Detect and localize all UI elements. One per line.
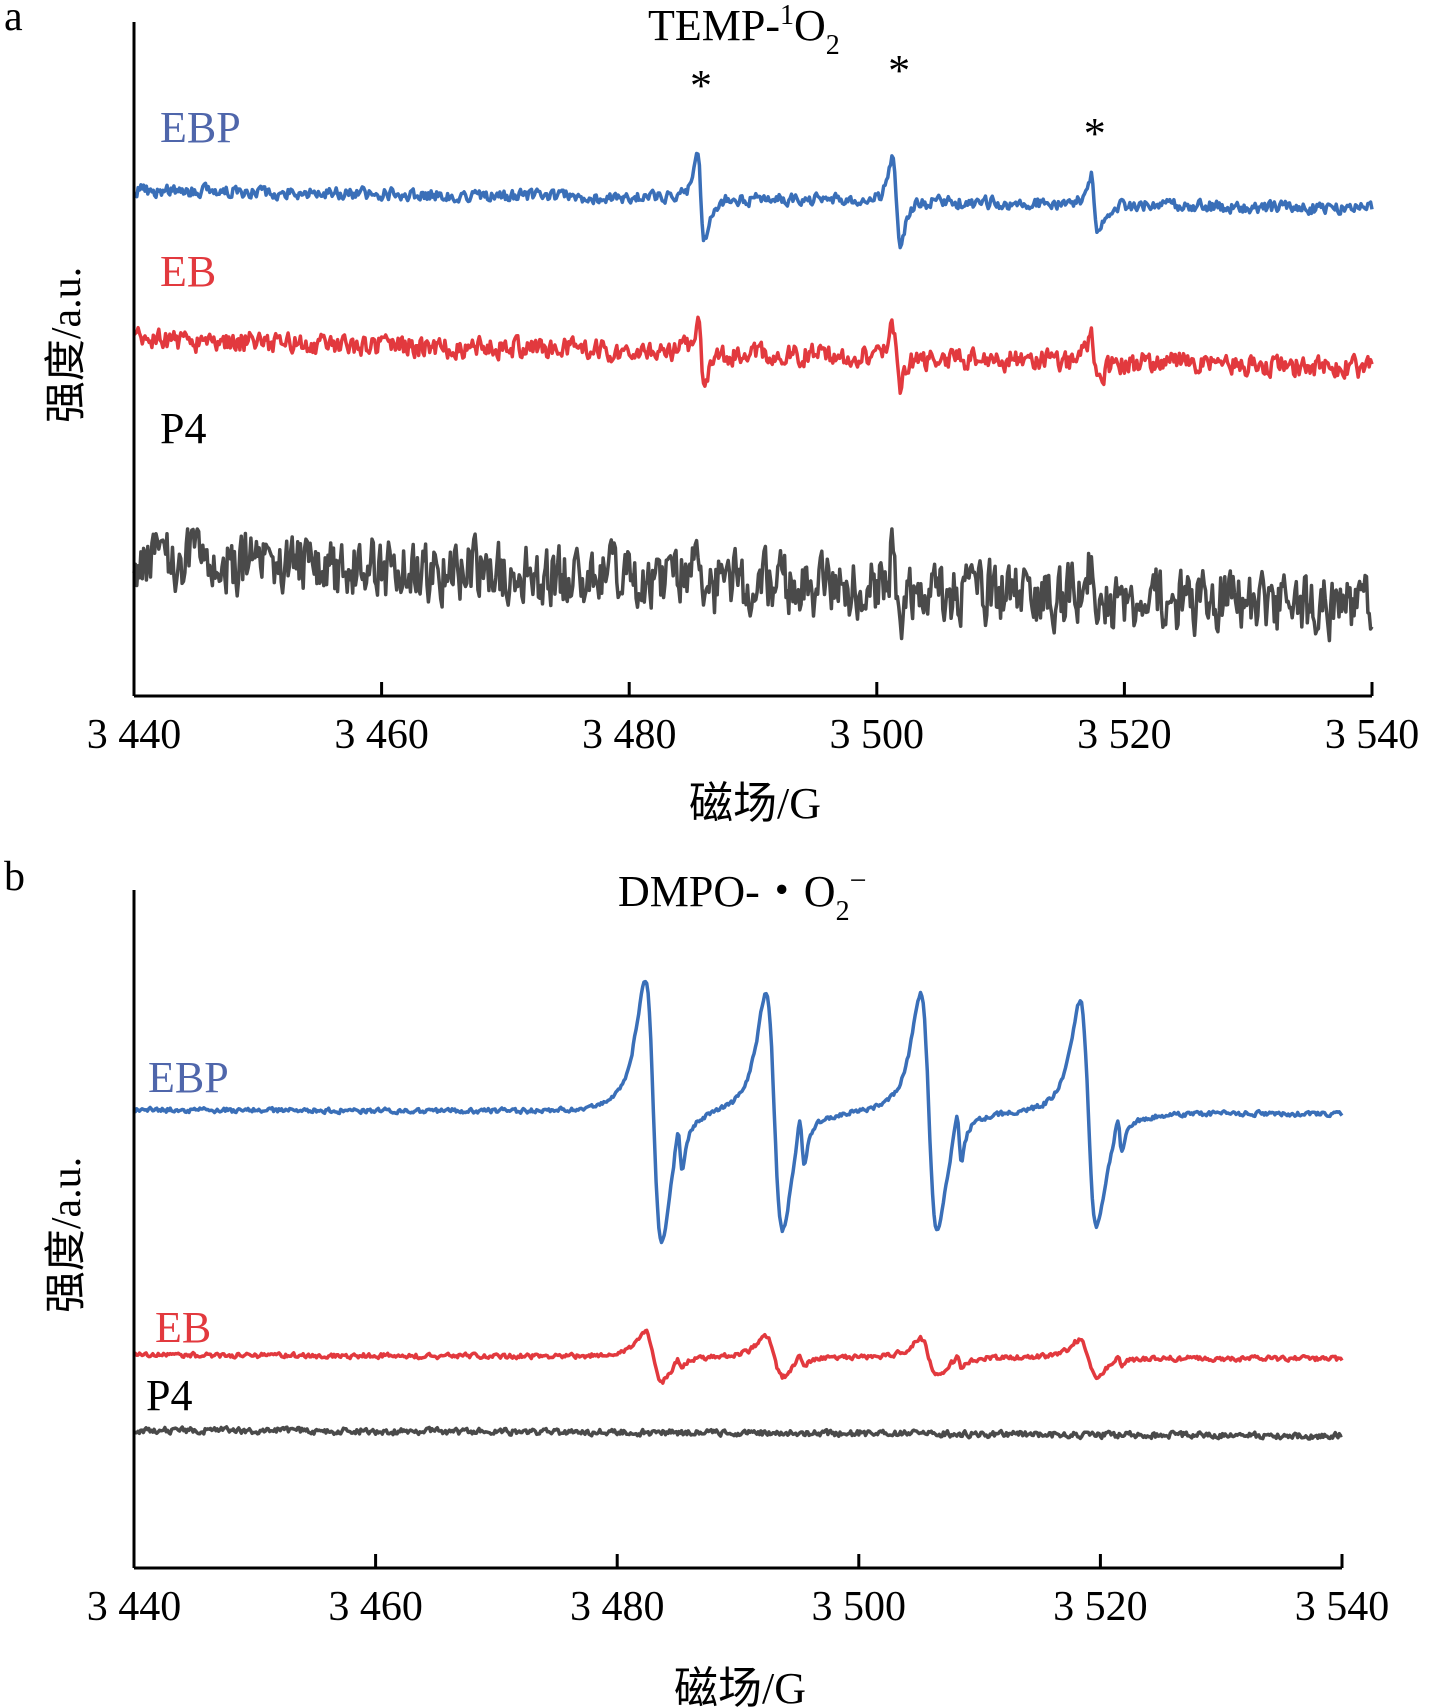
panel-letter: a: [4, 0, 23, 40]
series-line-p4: [132, 527, 1374, 643]
x-tick-label: 3 480: [582, 712, 677, 758]
x-tick-label: 3 540: [1325, 712, 1420, 758]
peak-marker: *: [690, 61, 712, 110]
panel-b: b DMPO-・O2− 强度/a.u. 磁场/G 3 440 3 460 3 480…: [4, 854, 1389, 1708]
x-tick-label: 3 500: [830, 712, 925, 758]
x-tick-label: 3 460: [328, 1584, 423, 1630]
panel-a: a TEMP-1O2 强度/a.u. 磁场/G 3 440 3 460 3 480 3…: [4, 0, 1419, 828]
x-tick-label: 3 540: [1295, 1584, 1390, 1630]
chart-title-prefix: DMPO-・O: [618, 867, 836, 916]
x-tick-label: 3 460: [334, 712, 429, 758]
series-line-ebp: [132, 151, 1374, 250]
legend-label-p4: P4: [146, 1371, 192, 1420]
chart-title-subscript: 2: [836, 896, 850, 927]
chart-title-prefix: TEMP-: [648, 1, 780, 50]
series-line-p4: [132, 1425, 1343, 1441]
x-axis-label: 磁场/G: [674, 1664, 806, 1708]
legend-label-eb: EB: [160, 247, 216, 296]
chart-title-subscript: 2: [826, 30, 840, 61]
chart-title: TEMP-1O2: [648, 0, 840, 61]
x-tick-label: 3 480: [570, 1584, 665, 1630]
legend-label-p4: P4: [160, 404, 206, 453]
chart-title-main: O: [794, 1, 826, 50]
x-tick-label: 3 500: [812, 1584, 907, 1630]
legend-label-eb: EB: [155, 1303, 211, 1352]
panel-letter: b: [4, 854, 25, 900]
series-line-eb: [132, 315, 1374, 395]
x-tick-label: 3 440: [87, 712, 182, 758]
legend-label-ebp: EBP: [148, 1053, 229, 1102]
x-tick-label: 3 440: [87, 1584, 182, 1630]
peak-marker: *: [1084, 109, 1106, 158]
x-axis-label: 磁场/G: [689, 779, 821, 828]
y-axis-label: 强度/a.u.: [44, 1157, 90, 1313]
chart-title-superscript: 1: [780, 0, 794, 31]
legend-label-ebp: EBP: [160, 103, 241, 152]
chart-title: DMPO-・O2−: [618, 864, 867, 927]
x-tick-label: 3 520: [1053, 1584, 1148, 1630]
peak-marker: *: [888, 46, 910, 95]
y-axis-label: 强度/a.u.: [44, 267, 90, 423]
series-line-eb: [132, 1328, 1344, 1385]
series-line-ebp: [132, 979, 1344, 1245]
chart-title-superscript: −: [850, 864, 867, 897]
x-tick-label: 3 520: [1077, 712, 1172, 758]
